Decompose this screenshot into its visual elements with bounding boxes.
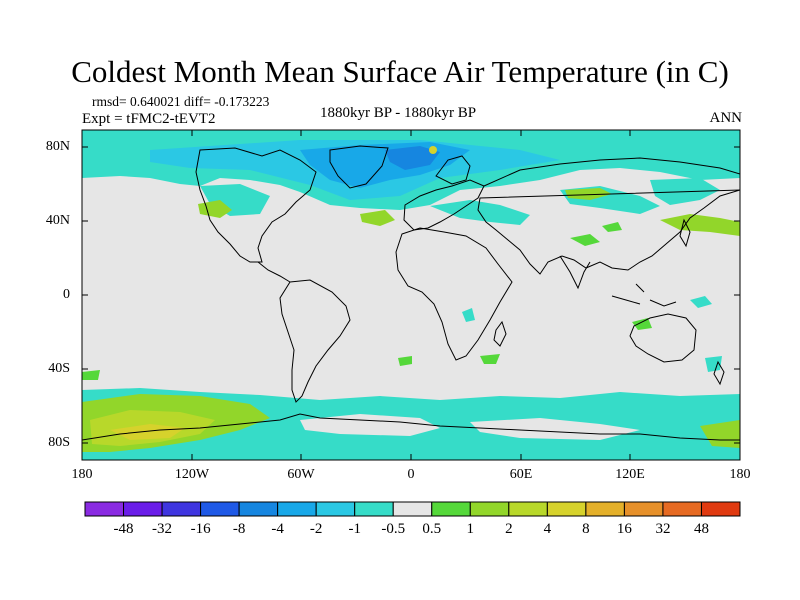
se-asia-islands-coast — [611, 283, 677, 307]
antarctic-grey-2 — [470, 418, 640, 440]
season-label: ANN — [709, 110, 743, 126]
scandinavia-coast — [435, 155, 471, 185]
madagascar-coast — [493, 320, 507, 347]
s-atlantic-speck — [398, 356, 412, 366]
colorbar-box — [84, 501, 125, 517]
colorbar-label: 16 — [616, 521, 632, 537]
colorbar-label: 4 — [543, 521, 552, 537]
y-tick-label: 40N — [45, 213, 70, 228]
n-pacific-green-3 — [602, 222, 622, 232]
experiment-label: Expt = tFMC2-tEVT2 — [82, 111, 216, 127]
colorbar-box — [123, 501, 163, 517]
y-tick-label: 80S — [48, 435, 70, 450]
colorbar-label: 1 — [466, 521, 475, 537]
indian-speck — [632, 318, 652, 330]
colorbar-label: -1 — [348, 521, 361, 537]
s-pacific-speck — [480, 354, 500, 364]
asia-green-stripe — [565, 188, 612, 200]
colorbar-box — [354, 501, 394, 517]
antarctic-grey-1 — [300, 414, 440, 436]
colorbar-box — [315, 501, 356, 517]
colorbar-label: -16 — [190, 521, 211, 537]
colorbar-box — [469, 501, 510, 517]
arctic-warm-spot — [429, 146, 437, 154]
n-pacific-green — [198, 200, 232, 218]
colorbar-label: -8 — [232, 521, 246, 537]
arctic-anomaly-blue3 — [385, 146, 440, 170]
y-tick-label: 0 — [63, 287, 70, 302]
north-america-coast — [195, 147, 317, 263]
x-tick-label: 180 — [71, 467, 93, 482]
coastlines — [82, 145, 740, 441]
new-zealand-coast — [713, 360, 725, 386]
central-america-coast — [257, 261, 291, 283]
nw-pacific-green — [660, 214, 740, 236]
s-pacific-speck-2 — [705, 356, 722, 372]
antarctic-warm-orange — [110, 424, 185, 440]
n-atlantic-green — [360, 210, 395, 226]
colorbar-label: 48 — [693, 521, 709, 537]
colorbar-box — [623, 501, 664, 517]
colorbar-box — [161, 501, 202, 517]
map-title: Coldest Month Mean Surface Air Temperatu… — [71, 54, 729, 89]
pacific-speck — [690, 296, 712, 308]
stats-text: rmsd= 0.640021 diff= -0.173223 — [92, 94, 270, 109]
antarctic-green-east — [700, 420, 740, 448]
colorbar-box — [585, 501, 625, 517]
x-tick-label: 60E — [509, 467, 533, 482]
n-pacific-green-2 — [570, 234, 600, 246]
south-america-coast — [279, 279, 351, 403]
colorbar-box — [392, 501, 433, 517]
y-tick-label: 40S — [48, 361, 70, 376]
colorbar-label: -4 — [271, 521, 284, 537]
colorbar-label: 8 — [582, 521, 590, 537]
y-tick-label: 80N — [45, 139, 70, 154]
x-tick-label: 120E — [615, 467, 645, 482]
colorbar-label: 32 — [655, 521, 671, 537]
colorbar-label: 2 — [505, 521, 513, 537]
colorbar-box — [277, 501, 317, 517]
colorbar-label: 0.5 — [422, 521, 442, 537]
s-pacific-speck-3 — [82, 370, 100, 380]
colorbar-box — [200, 501, 240, 517]
colorbar-label: -48 — [113, 521, 134, 537]
australia-coast — [629, 313, 697, 363]
x-tick-label: 180 — [729, 467, 751, 482]
colorbar-box — [508, 501, 548, 517]
antarctica-coast — [82, 413, 740, 441]
colorbar-box — [546, 501, 587, 517]
x-tick-label: 60W — [287, 467, 315, 482]
colorbar-label: -32 — [152, 521, 173, 537]
colorbar-label: -2 — [309, 521, 323, 537]
y-ticks — [82, 146, 740, 444]
x-tick-label: 0 — [407, 467, 415, 482]
greenland-coast — [329, 145, 389, 189]
colorbar-box — [662, 501, 702, 517]
colorbar-box — [238, 501, 279, 517]
period-label: 1880kyr BP - 1880kyr BP — [320, 105, 477, 121]
japan-coast — [679, 218, 691, 248]
africa-coast — [395, 227, 513, 361]
colorbar-label: -0.5 — [381, 521, 406, 537]
x-tick-label: 120W — [174, 467, 210, 482]
africa-speck — [462, 308, 475, 322]
x-ticks — [191, 130, 631, 460]
colorbar-box — [431, 501, 471, 517]
colorbar-box — [700, 501, 741, 517]
india-coast — [559, 255, 591, 290]
